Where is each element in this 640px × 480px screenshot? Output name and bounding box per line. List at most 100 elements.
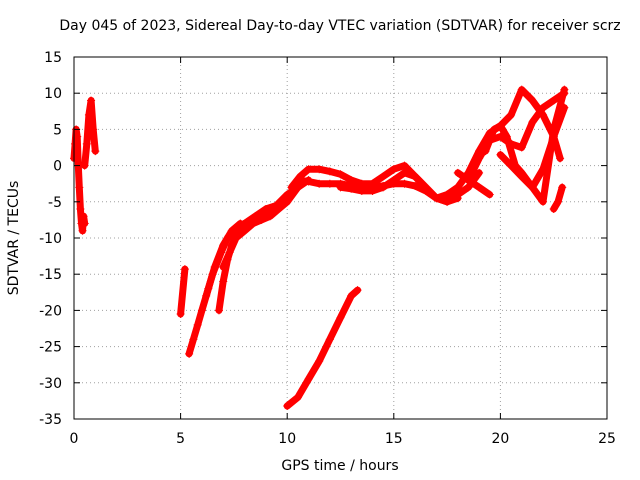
data-point: [304, 177, 313, 186]
x-tick-label: 15: [385, 431, 403, 447]
data-point: [357, 186, 366, 195]
y-tick-label: -25: [39, 340, 62, 356]
x-tick-label: 25: [598, 431, 616, 447]
data-point: [89, 125, 98, 134]
data-point: [549, 132, 558, 141]
series-band: [454, 169, 494, 199]
data-point: [304, 165, 313, 174]
data-point: [411, 181, 420, 190]
data-point: [315, 179, 324, 188]
data-point: [528, 183, 537, 192]
x-axis-label: GPS time / hours: [281, 458, 398, 474]
data-point: [517, 85, 526, 94]
chart-title: Day 045 of 2023, Sidereal Day-to-day VTE…: [59, 18, 620, 34]
data-point: [293, 176, 302, 185]
data-point: [91, 147, 100, 156]
y-tick-label: 15: [44, 50, 62, 66]
data-point: [325, 179, 334, 188]
data-point: [232, 234, 241, 242]
data-point: [87, 96, 96, 105]
data-point: [176, 310, 185, 319]
x-tick-label: 5: [176, 431, 185, 447]
data-point: [379, 183, 388, 192]
data-point: [464, 176, 473, 185]
data-point: [197, 306, 206, 315]
data-point: [485, 190, 494, 199]
data-point: [219, 277, 228, 286]
axis-ticks: 0 5 10 15 20 25 15 10 5 0 -5 -10 -15 -20 -25 -30 -35: [39, 50, 616, 447]
data-point: [180, 265, 189, 274]
data-point: [400, 161, 409, 170]
data-point: [443, 190, 452, 199]
data-point: [78, 226, 87, 235]
y-tick-label: 0: [53, 159, 62, 175]
data-point: [549, 96, 558, 105]
data-point: [556, 154, 565, 163]
data-point: [379, 172, 388, 181]
y-tick-label: -20: [39, 303, 62, 319]
data-point: [193, 320, 202, 329]
y-tick-label: 5: [53, 122, 62, 138]
data-point: [539, 197, 548, 206]
data-point: [353, 286, 362, 295]
data-point: [240, 226, 249, 235]
data-point: [75, 183, 84, 192]
data-point: [257, 215, 266, 224]
data-point: [560, 85, 569, 94]
data-point: [84, 110, 93, 119]
data-point: [558, 183, 567, 192]
data-point: [400, 168, 409, 177]
data-point: [421, 183, 430, 192]
data-point: [400, 179, 409, 188]
data-point: [73, 132, 82, 141]
data-point: [481, 147, 490, 156]
data-point: [283, 197, 292, 206]
data-point: [315, 165, 324, 174]
data-point: [496, 150, 505, 159]
data-point: [490, 125, 499, 134]
data-point: [71, 139, 80, 148]
data-point: [266, 212, 275, 221]
data-point: [80, 219, 89, 228]
x-tick-label: 0: [70, 431, 79, 447]
y-tick-label: -35: [39, 412, 62, 428]
y-tick-label: -5: [48, 195, 62, 211]
data-point: [347, 184, 356, 193]
data-point: [464, 183, 473, 192]
data-point: [453, 168, 462, 177]
data-point: [283, 401, 292, 410]
data-point: [502, 132, 511, 141]
data-point: [443, 197, 452, 206]
data-point: [475, 183, 484, 192]
data-point: [389, 165, 398, 174]
series-band: [283, 286, 362, 410]
data-point: [475, 154, 484, 163]
data-point: [336, 170, 345, 179]
data-point: [517, 172, 526, 181]
series-trace-isolated-points: [176, 265, 189, 319]
data-point: [507, 161, 516, 170]
data-point: [225, 248, 234, 257]
series-band: [215, 198, 291, 314]
data-point: [539, 103, 548, 112]
y-tick-label: 10: [44, 86, 62, 102]
series-trace-midday-c: [336, 168, 441, 203]
data-point: [208, 270, 217, 279]
y-tick-label: -10: [39, 231, 62, 247]
data-point: [304, 375, 313, 384]
data-point: [315, 357, 324, 366]
series-trace-afternoon-d: [453, 168, 494, 199]
series-trace-deep-pass: [283, 286, 362, 410]
data-point: [411, 172, 420, 181]
data-point: [214, 306, 223, 315]
data-point: [274, 205, 283, 214]
series-band: [337, 169, 440, 202]
data-point: [249, 219, 258, 228]
data-point: [287, 183, 296, 192]
data-point: [325, 167, 334, 176]
x-tick-label: 10: [278, 431, 296, 447]
data-point: [496, 121, 505, 130]
data-point: [528, 118, 537, 127]
series-band: [177, 265, 189, 318]
